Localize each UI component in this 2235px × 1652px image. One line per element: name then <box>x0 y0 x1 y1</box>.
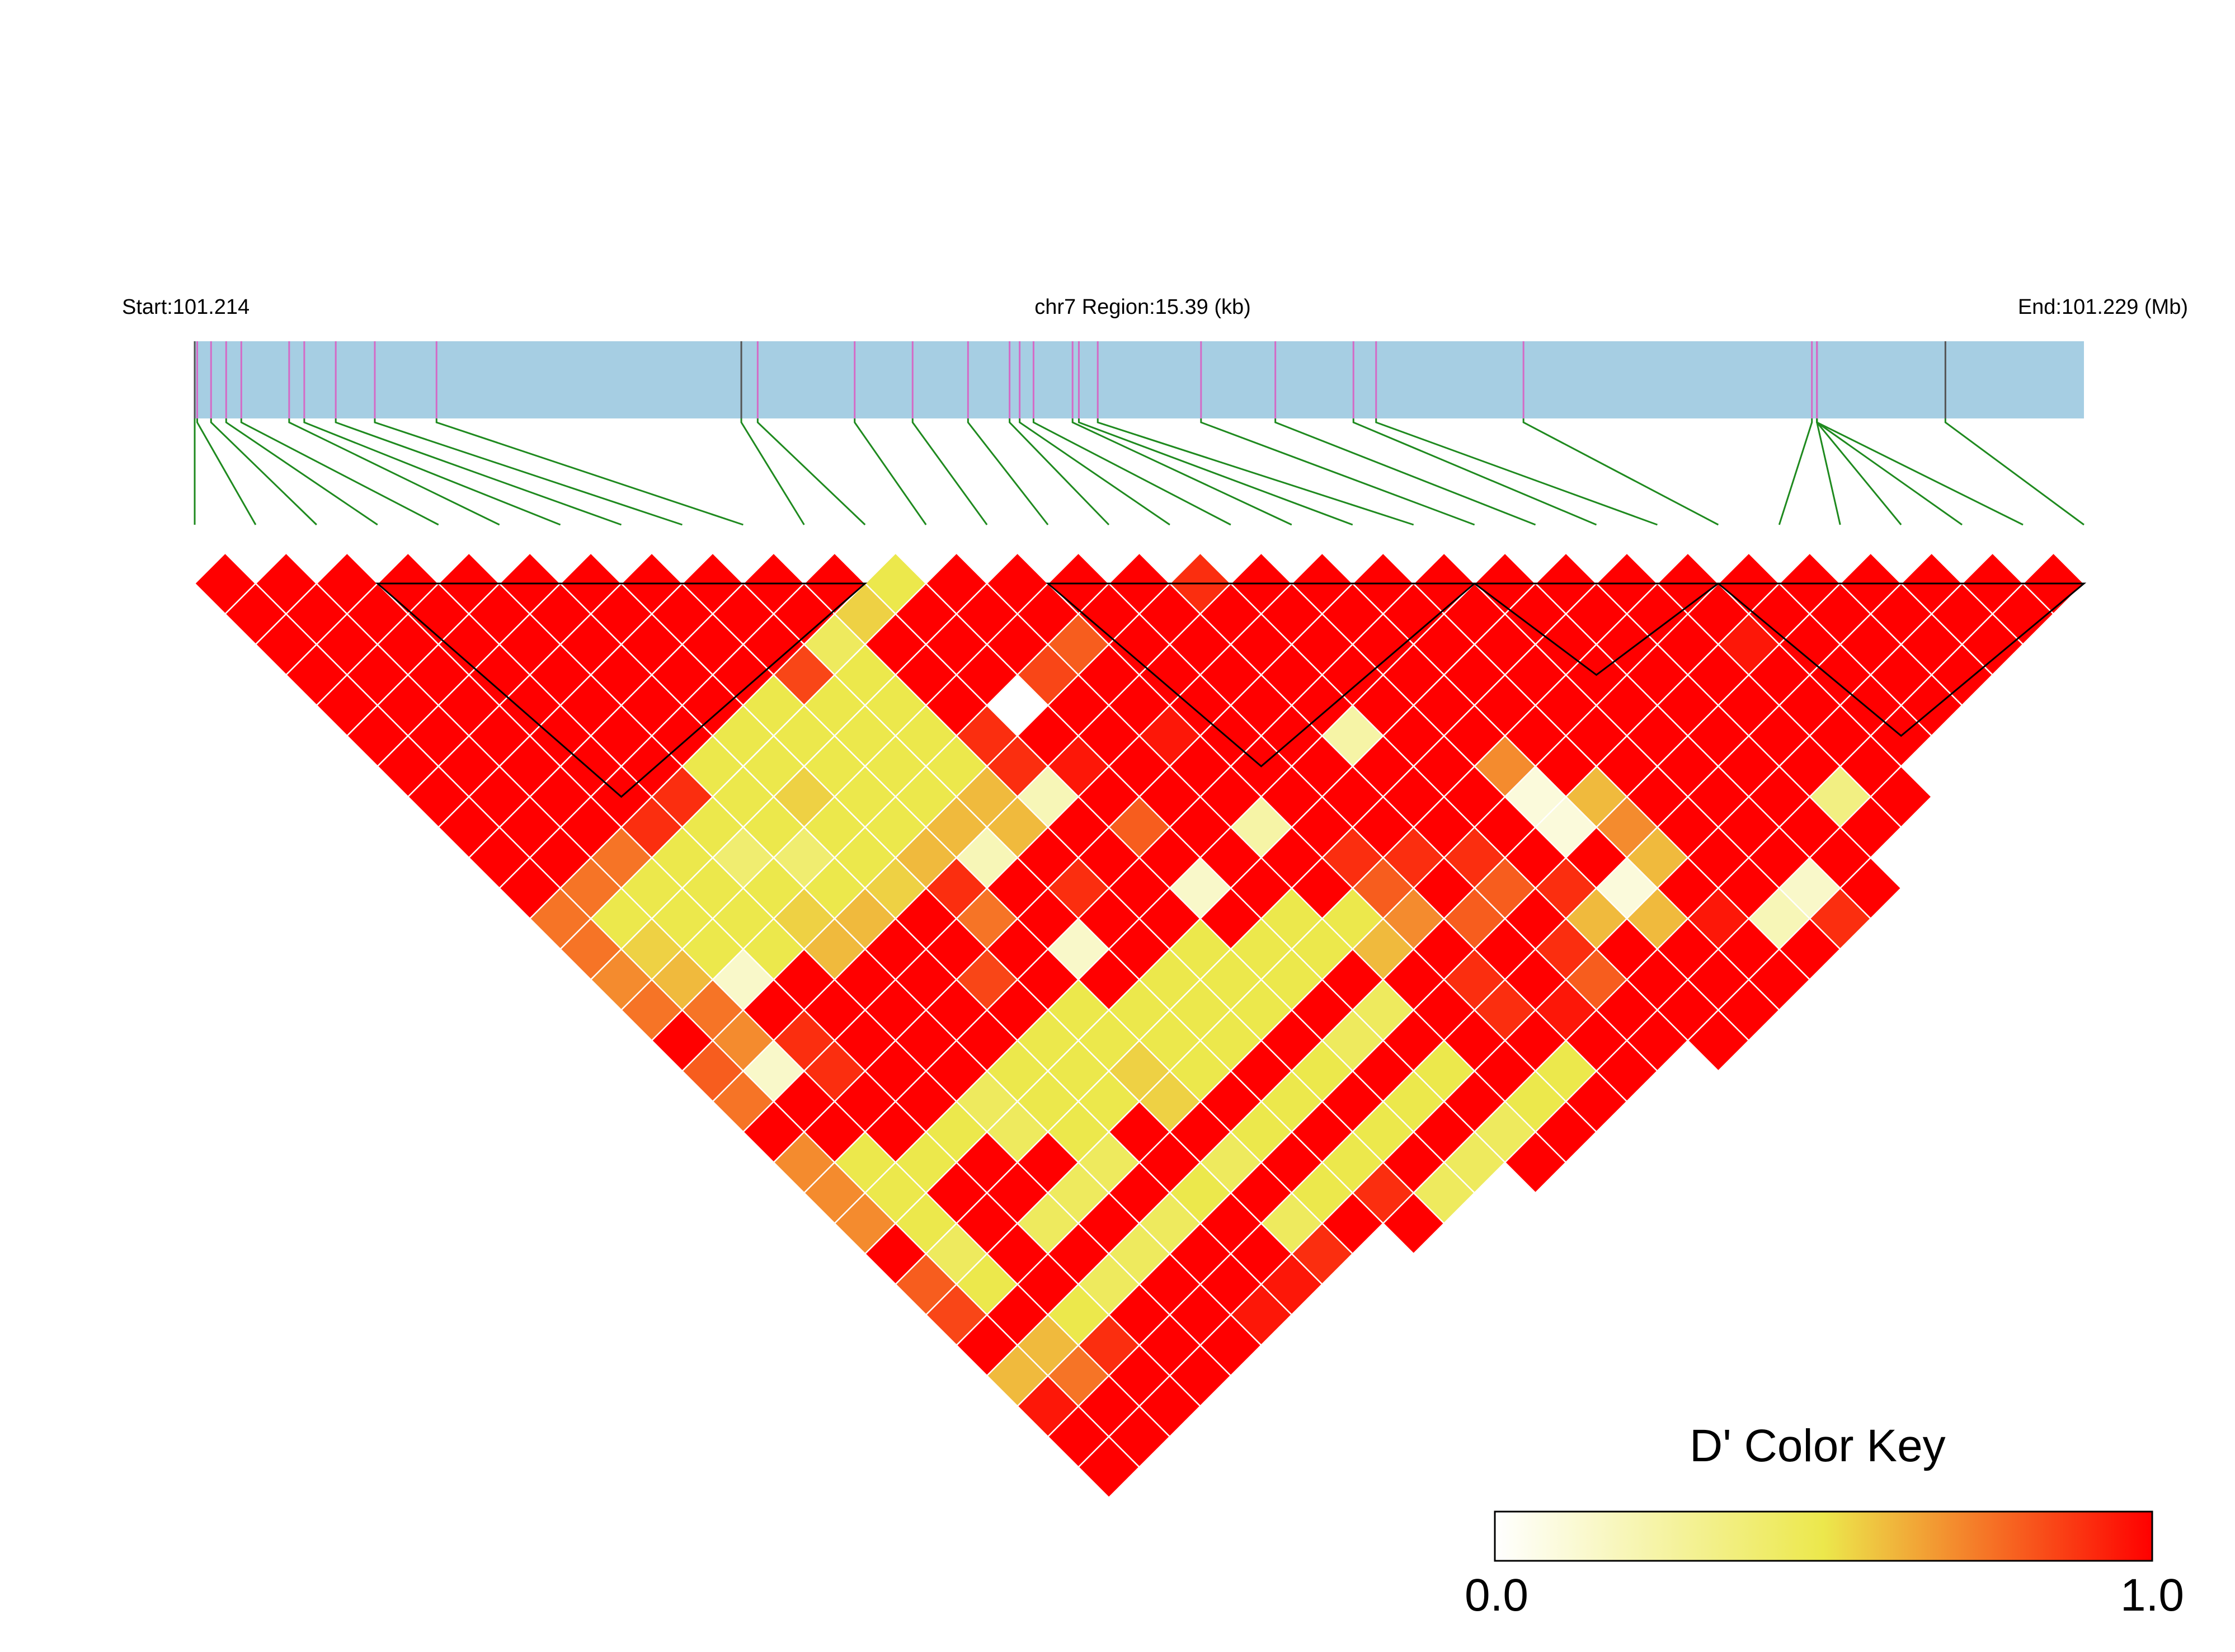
snp-connector <box>1778 418 1813 525</box>
ld-cell <box>1504 1131 1567 1194</box>
region-start-label: Start:101.214 <box>122 295 250 319</box>
ld-cell <box>1382 1192 1445 1255</box>
snp-connector <box>1019 418 1170 526</box>
color-key-title: D' Color Key <box>1690 1420 1946 1471</box>
region-length-label: chr7 Region:15.39 (kb) <box>1034 295 1251 319</box>
snp-connector <box>1097 418 1414 526</box>
color-key-bar <box>1494 1510 2153 1562</box>
snp-connector <box>1816 418 1902 525</box>
haplotype-block-outline <box>375 582 868 798</box>
haplotype-block-outline <box>1472 582 1721 676</box>
snp-connector <box>288 418 500 526</box>
snp-connector <box>196 418 257 525</box>
ld-cells <box>194 552 2085 1499</box>
snp-connector <box>303 418 561 526</box>
ld-cell <box>1687 1009 1750 1072</box>
snp-connector <box>1071 418 1292 526</box>
snp-connector <box>374 418 683 526</box>
snp-connector <box>225 418 378 526</box>
snp-connector <box>240 418 439 526</box>
snp-connector <box>1200 418 1475 526</box>
snp-connector <box>1009 418 1110 526</box>
haplotype-block-outline <box>1046 582 1477 768</box>
ld-cell <box>1077 1436 1141 1499</box>
snp-connector <box>1944 418 2085 526</box>
snp-connector <box>1816 418 1841 525</box>
snp-connector <box>1352 418 1597 526</box>
snp-connector <box>854 418 927 525</box>
snp-connector <box>911 418 988 525</box>
haplotype-blocks <box>375 582 2087 798</box>
snp-connector <box>1522 418 1719 526</box>
snp-connector <box>1816 418 1963 526</box>
snp-connector <box>740 418 805 525</box>
color-key-max-label: 1.0 <box>2120 1570 2184 1621</box>
snp-connector <box>435 418 744 526</box>
snp-connector <box>756 418 866 526</box>
snp-connector <box>1032 418 1231 526</box>
snp-connector <box>210 418 317 526</box>
snp-connector <box>1077 418 1353 526</box>
region-end-label: End:101.229 (Mb) <box>2017 295 2188 319</box>
region-track-bar <box>195 341 2084 418</box>
snp-connector <box>1274 418 1536 526</box>
snp-connector <box>335 418 622 526</box>
snp-connector <box>1816 418 2024 526</box>
color-key-min-label: 0.0 <box>1465 1570 1528 1621</box>
snp-connector <box>1375 418 1658 526</box>
snp-ticks <box>194 341 1946 418</box>
snp-connector-lines <box>194 418 2085 526</box>
snp-connector <box>967 418 1049 525</box>
haplotype-block-outline <box>1716 582 2087 737</box>
